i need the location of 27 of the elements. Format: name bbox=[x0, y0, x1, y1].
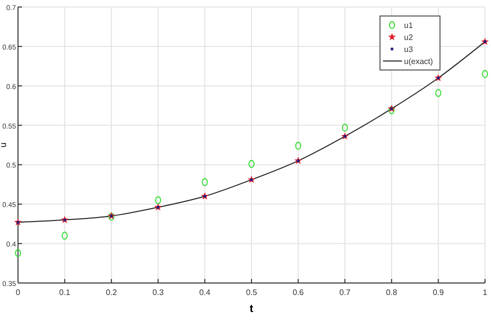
x-tick-label: 0.9 bbox=[432, 288, 444, 297]
x-tick-label: 1 bbox=[482, 288, 488, 297]
legend-label: u2 bbox=[404, 33, 414, 42]
x-tick-label: 0.5 bbox=[246, 288, 258, 297]
point bbox=[388, 106, 395, 114]
legend-label: u3 bbox=[404, 45, 414, 54]
x-tick-label: 0.6 bbox=[292, 288, 304, 297]
point bbox=[435, 88, 442, 97]
x-tick-label: 0.2 bbox=[106, 288, 118, 297]
point bbox=[202, 178, 208, 186]
legend-label: u(exact) bbox=[404, 57, 434, 66]
x-axis-title: t bbox=[250, 303, 254, 315]
point bbox=[15, 249, 21, 258]
point bbox=[62, 232, 68, 240]
point bbox=[248, 160, 254, 168]
point bbox=[342, 124, 348, 132]
y-axis-title: u bbox=[0, 142, 8, 148]
point bbox=[155, 196, 162, 204]
x-tick-label: 0.4 bbox=[199, 288, 211, 297]
x-tick-label: 0.7 bbox=[339, 288, 352, 297]
x-tick-label: 0 bbox=[16, 288, 21, 297]
x-tick-label: 0.3 bbox=[152, 288, 164, 297]
point bbox=[295, 142, 302, 150]
legend-label: u1 bbox=[404, 21, 414, 30]
x-tick-label: 0.1 bbox=[59, 288, 71, 297]
point bbox=[482, 70, 488, 78]
x-tick-label: 0.8 bbox=[386, 288, 398, 297]
